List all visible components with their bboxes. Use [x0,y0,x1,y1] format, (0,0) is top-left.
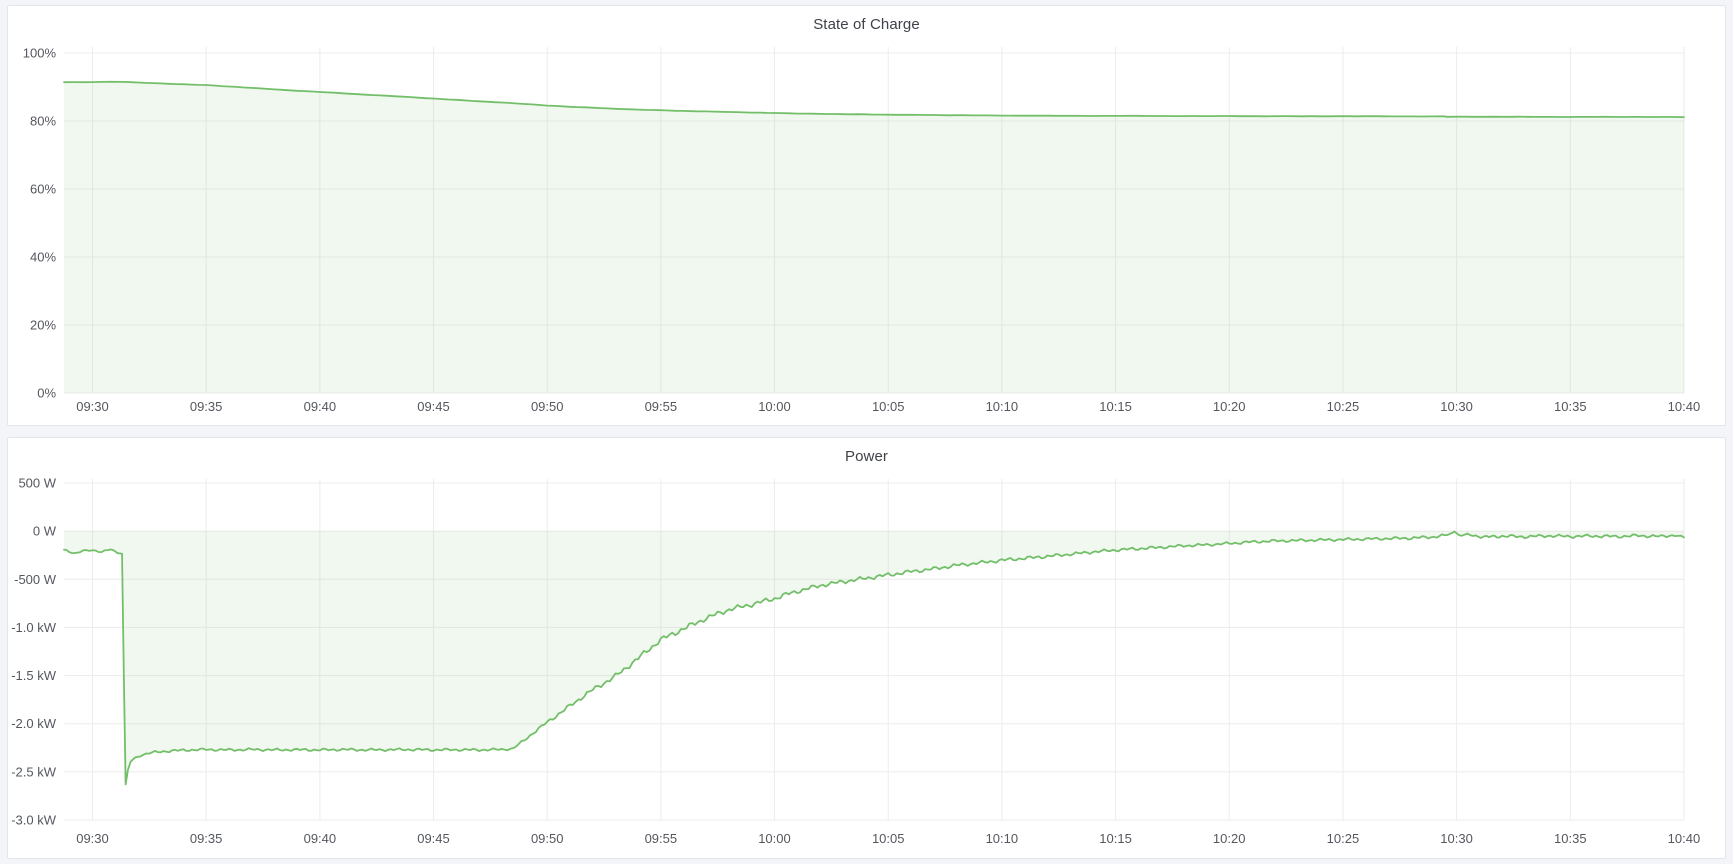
y-tick-label: 100% [23,46,57,61]
y-tick-label: -1.0 kW [11,620,57,635]
x-tick-label: 10:15 [1099,399,1132,414]
panel-title-power[interactable]: Power [844,447,889,465]
x-tick-label: 10:10 [986,831,1019,846]
x-tick-label: 10:25 [1327,399,1360,414]
y-tick-label: 60% [30,182,56,197]
x-tick-label: 09:30 [76,831,109,846]
x-tick-label: 09:40 [304,399,337,414]
x-tick-label: 10:35 [1554,399,1587,414]
x-tick-label: 10:00 [758,831,791,846]
x-tick-label: 10:05 [872,399,905,414]
x-tick-label: 10:05 [872,831,905,846]
panel-power: Power 500 W 0 W -500 W -1.0 kW -1.5 kW -2.0 k… [7,437,1726,859]
x-tick-label: 09:45 [417,399,450,414]
y-tick-label: 80% [30,114,56,129]
y-tick-label: -2.5 kW [11,764,57,779]
state-of-charge-area [64,81,1684,394]
y-tick-label: 500 W [18,476,56,491]
y-tick-label: 0 W [33,524,57,539]
y-tick-label: 40% [30,250,56,265]
state-of-charge-line [63,80,1685,118]
x-tick-label: 10:40 [1668,399,1701,414]
x-tick-label: 09:35 [190,831,223,846]
power-chart[interactable]: 500 W 0 W -500 W -1.0 kW -1.5 kW -2.0 kW -2.5 … [8,474,1725,857]
x-tick-label: 10:15 [1099,831,1132,846]
x-tick-label: 09:55 [645,399,678,414]
panel-title-state-of-charge[interactable]: State of Charge [813,15,920,33]
panel-header: Power [8,438,1725,474]
x-tick-label: 10:30 [1440,399,1473,414]
x-tick-label: 09:35 [190,399,223,414]
power-area [64,531,1684,785]
y-tick-label: 0% [37,386,56,401]
power-line [63,530,1685,786]
y-tick-label: -1.5 kW [11,668,57,683]
y-tick-label: -500 W [14,572,57,587]
x-tick-label: 09:55 [645,831,678,846]
y-tick-label: 20% [30,318,56,333]
x-tick-label: 10:30 [1440,831,1473,846]
x-tick-label: 09:40 [304,831,337,846]
x-tick-label: 10:40 [1668,831,1701,846]
panel-header: State of Charge [8,6,1725,42]
y-tick-label: -3.0 kW [11,813,57,828]
x-tick-label: 10:10 [986,399,1019,414]
x-tick-label: 10:35 [1554,831,1587,846]
panel-state-of-charge: State of Charge 100% 80% 60% 40% 20% 0% 09:30 0… [7,5,1726,426]
x-tick-label: 10:00 [758,399,791,414]
state-of-charge-chart[interactable]: 100% 80% 60% 40% 20% 0% 09:30 09:35 09:40 09:45 09… [8,42,1725,425]
y-tick-label: -2.0 kW [11,716,57,731]
x-tick-label: 09:50 [531,399,564,414]
x-tick-label: 09:50 [531,831,564,846]
x-tick-label: 10:25 [1327,831,1360,846]
x-tick-label: 09:45 [417,831,450,846]
x-tick-label: 10:20 [1213,399,1246,414]
x-tick-label: 09:30 [76,399,109,414]
x-tick-label: 10:20 [1213,831,1246,846]
